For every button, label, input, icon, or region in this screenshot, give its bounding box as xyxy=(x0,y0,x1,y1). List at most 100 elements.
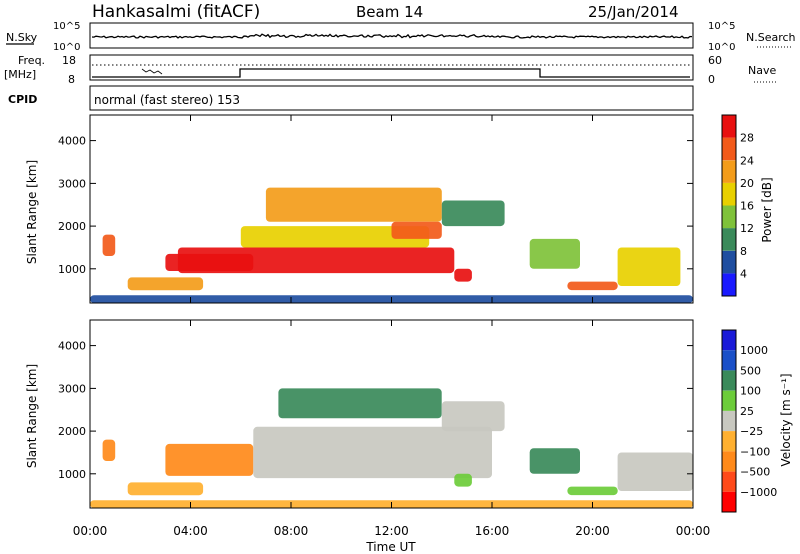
x-tick-label: 00:00 xyxy=(676,524,711,538)
velocity-colorbar-tick: −100 xyxy=(740,445,770,458)
time-x-axis: 00:00 04:00 08:00 12:00 16:00 20:00 00:00 xyxy=(73,115,711,538)
power-colorbar-swatch xyxy=(722,137,736,161)
velocity-colorbar-tick: 1000 xyxy=(740,344,768,357)
x-tick-label: 20:00 xyxy=(575,524,610,538)
date-label: 25/Jan/2014 xyxy=(588,3,679,21)
y-tick-label: 2000 xyxy=(58,220,86,233)
nave-tick-bottom: 0 xyxy=(708,73,715,86)
velocity-colorbar-swatch xyxy=(722,410,736,432)
velocity-colorbar-swatch xyxy=(722,370,736,391)
power-colorbar-swatch xyxy=(722,182,736,206)
echo-region-5 xyxy=(441,401,505,432)
echo-region-8 xyxy=(441,200,505,227)
nsearch-tick-top: 10^5 xyxy=(708,21,735,32)
power-colorbar-tick: 4 xyxy=(740,267,747,280)
echo-region-0 xyxy=(102,234,116,256)
velocity-colorbar-label: Velocity [m s⁻¹] xyxy=(779,373,793,466)
power-ylabel: Slant Range [km] xyxy=(25,160,39,264)
cpid-value: normal (fast stereo) 153 xyxy=(94,93,240,107)
power-colorbar-tick: 28 xyxy=(740,132,754,145)
x-axis-label: Time UT xyxy=(365,540,416,554)
echo-region-6 xyxy=(454,473,472,487)
velocity-colorbar-tick: −500 xyxy=(740,466,770,479)
freq-tick-bottom: 8 xyxy=(68,73,75,86)
power-colorbar-tick: 16 xyxy=(740,200,754,213)
echo-region-2 xyxy=(165,443,254,476)
y-tick-label: 1000 xyxy=(58,468,86,481)
freq-panel-frame xyxy=(89,54,694,81)
power-colorbar-label: Power [dB] xyxy=(760,177,774,242)
station-title: Hankasalmi (fitACF) xyxy=(92,2,260,22)
nsearch-tick-bottom: 10^0 xyxy=(708,42,735,53)
echo-region-7 xyxy=(529,448,580,474)
power-y-axis: 1000 2000 3000 4000 xyxy=(58,135,693,276)
nsky-tick-top: 10^5 xyxy=(53,21,80,32)
power-colorbar: 4 8 12 16 20 24 28 xyxy=(721,114,754,297)
x-tick-label: 08:00 xyxy=(274,524,309,538)
freq-tick-top: 18 xyxy=(62,54,76,67)
echo-region-3 xyxy=(253,426,492,479)
freq-noise xyxy=(141,68,163,75)
echo-region-6 xyxy=(391,221,442,239)
nave-label: Nave xyxy=(748,64,776,77)
echo-region-4 xyxy=(278,388,442,419)
velocity-colorbar-swatch xyxy=(722,390,736,411)
velocity-colorbar-tick: 100 xyxy=(740,385,761,398)
power-colorbar-tick: 24 xyxy=(740,154,754,167)
velocity-colorbar-tick: −1000 xyxy=(740,486,777,499)
power-colorbar-swatch xyxy=(722,250,736,274)
power-colorbar-swatch xyxy=(722,115,736,138)
velocity-colorbar: 1000 500 100 25 −25 −100 −500 −1000 xyxy=(721,329,777,513)
velocity-colorbar-tick: 25 xyxy=(740,405,754,418)
nsky-tick-bottom: 10^0 xyxy=(53,42,80,53)
nave-tick-top: 60 xyxy=(708,54,722,67)
velocity-colorbar-tick: −25 xyxy=(740,425,763,438)
power-colorbar-tick: 20 xyxy=(740,177,754,190)
y-tick-label: 3000 xyxy=(58,177,86,190)
x-tick-label: 16:00 xyxy=(475,524,510,538)
echo-region-9 xyxy=(529,238,580,269)
echo-region-11 xyxy=(617,247,681,286)
velocity-y-axis: 1000 2000 3000 4000 xyxy=(58,340,693,481)
cpid-panel-frame xyxy=(89,85,694,111)
power-colorbar-tick: 12 xyxy=(740,222,754,235)
power-colorbar-swatch xyxy=(722,205,736,229)
power-colorbar-swatch xyxy=(722,160,736,183)
x-tick-label: 04:00 xyxy=(173,524,208,538)
freq-trace xyxy=(92,68,690,78)
y-tick-label: 4000 xyxy=(58,135,86,148)
velocity-colorbar-swatch xyxy=(722,350,736,371)
echo-region-5 xyxy=(265,187,442,222)
echo-region-7 xyxy=(454,268,472,282)
velocity-ylabel: Slant Range [km] xyxy=(25,364,39,468)
x-tick-label: 00:00 xyxy=(73,524,108,538)
echo-region-4 xyxy=(240,226,430,248)
beam-label: Beam 14 xyxy=(356,3,423,21)
freq-label: Freq. xyxy=(18,54,45,67)
power-colorbar-swatch xyxy=(722,273,736,296)
echo-region-0 xyxy=(102,439,116,461)
echo-region-1 xyxy=(127,482,204,496)
nsky-panel-frame xyxy=(89,22,694,49)
echo-region-3 xyxy=(177,247,455,274)
y-tick-label: 3000 xyxy=(58,382,86,395)
cpid-label: CPID xyxy=(8,93,37,106)
y-tick-label: 4000 xyxy=(58,340,86,353)
y-tick-label: 1000 xyxy=(58,263,86,276)
y-tick-label: 2000 xyxy=(58,425,86,438)
velocity-colorbar-swatch xyxy=(722,491,736,512)
echo-region-10 xyxy=(567,281,618,291)
x-tick-label: 12:00 xyxy=(374,524,409,538)
nsearch-label: N.Search xyxy=(746,31,796,44)
echo-region-9 xyxy=(617,452,693,491)
power-colorbar-swatch xyxy=(722,228,736,251)
velocity-colorbar-swatch xyxy=(722,471,736,492)
velocity-colorbar-swatch xyxy=(722,330,736,351)
nsky-trace xyxy=(91,33,693,39)
velocity-colorbar-swatch xyxy=(722,431,736,452)
power-colorbar-tick: 8 xyxy=(740,245,747,258)
velocity-colorbar-swatch xyxy=(722,451,736,472)
echo-region-1 xyxy=(127,277,204,291)
velocity-colorbar-tick: 500 xyxy=(740,364,761,377)
